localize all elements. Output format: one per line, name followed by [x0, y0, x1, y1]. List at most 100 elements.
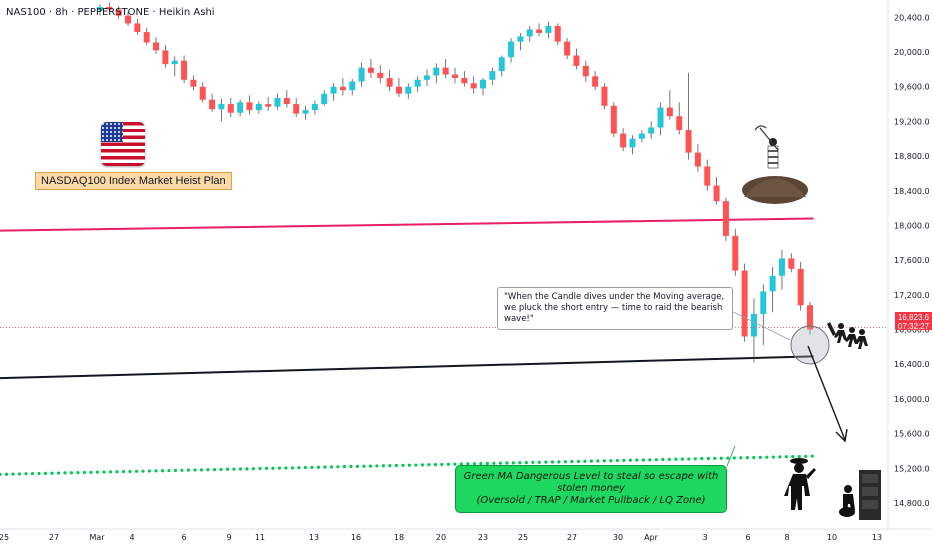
x-tick-label: 27	[49, 533, 59, 542]
y-tick-label: 17,600.0	[894, 256, 930, 265]
candle-body	[498, 57, 505, 72]
target-arrow-head	[835, 428, 848, 443]
thief-digging-icon	[742, 125, 808, 204]
candle	[722, 197, 729, 242]
candle-body	[788, 258, 795, 269]
green-ma-note: Green MA Dangerous Level to steal so esc…	[455, 465, 727, 513]
candle	[274, 93, 281, 111]
candle	[666, 90, 673, 120]
candle	[283, 90, 290, 108]
y-tick-label: 17,200.0	[894, 291, 930, 300]
candle	[769, 267, 776, 313]
candle	[367, 58, 374, 79]
candle	[330, 83, 337, 101]
y-tick-label: 16,400.0	[894, 360, 930, 369]
candle-body	[517, 36, 524, 42]
y-tick-label: 14,800.0	[894, 499, 930, 508]
candle-body	[461, 78, 468, 84]
x-tick-label: 25	[518, 533, 528, 542]
x-tick-label: 25	[0, 533, 9, 542]
candle	[423, 69, 430, 86]
candle-body	[237, 102, 244, 113]
plan-label: NASDAQ100 Index Market Heist Plan	[35, 172, 232, 190]
x-tick-label: 13	[309, 533, 319, 542]
last-price-tag: 16,823.6 07:32:27	[895, 312, 932, 331]
candle	[395, 78, 402, 98]
candle	[433, 63, 440, 84]
strategy-callout: "When the Candle dives under the Moving …	[497, 287, 733, 330]
candle-body	[704, 166, 711, 186]
candle-body	[638, 133, 645, 139]
candle-body	[489, 71, 496, 80]
candle	[750, 298, 757, 363]
candle	[106, 2, 113, 13]
x-tick-label: 18	[394, 533, 404, 542]
candle	[610, 102, 617, 138]
candle-body	[386, 78, 393, 87]
candle-body	[423, 75, 430, 80]
candle-body	[741, 270, 748, 337]
candle	[480, 78, 487, 96]
candle	[629, 135, 636, 155]
x-tick-label: 11	[255, 533, 265, 542]
candles	[97, 2, 813, 363]
candle-body	[648, 127, 655, 134]
candle-body	[265, 104, 272, 107]
candle	[592, 71, 599, 91]
money-rack-icon	[839, 470, 881, 520]
candle	[470, 76, 477, 94]
candle	[255, 101, 262, 114]
candle	[554, 23, 561, 46]
y-axis[interactable]: 14,800.0 15,200.0 15,600.0 16,000.0 16,400.0…	[887, 0, 930, 529]
thieves-running-icon	[827, 322, 868, 349]
candle-body	[349, 81, 356, 91]
last-price-value: 16,823.6	[897, 313, 930, 322]
y-tick-label: 20,000.0	[894, 48, 930, 57]
x-tick-label: 23	[478, 533, 488, 542]
green-note-pointer	[726, 445, 736, 467]
candle	[760, 284, 767, 346]
candle-body	[480, 79, 487, 89]
candle	[181, 55, 188, 84]
candle-body	[190, 79, 197, 87]
candle	[741, 263, 748, 342]
candle-body	[414, 79, 421, 87]
green-note-line1: Green MA Dangerous Level to steal so esc…	[463, 471, 719, 494]
moving-averages	[0, 217, 816, 476]
candle	[526, 26, 533, 42]
candle-body	[554, 26, 561, 42]
candle-body	[134, 23, 141, 33]
x-axis[interactable]: 25 27 Mar 4 6 9 11 13 16 18 20 23 25 27 30 Apr 3 6 8 10 13	[0, 528, 932, 542]
candle-body	[227, 104, 234, 113]
candle	[293, 97, 300, 118]
x-tick-label: Mar	[89, 533, 105, 542]
candle	[115, 6, 122, 20]
candle	[321, 90, 328, 106]
y-tick-label: 15,600.0	[894, 430, 930, 439]
candle-body	[162, 50, 169, 65]
candle-body	[797, 268, 804, 306]
candle-body	[778, 258, 785, 276]
candle	[414, 76, 421, 92]
green-ma-line	[0, 454, 816, 476]
candle-body	[760, 291, 767, 314]
y-tick-label: 16,000.0	[894, 395, 930, 404]
candle	[358, 62, 365, 87]
y-tick-label: 18,800.0	[894, 152, 930, 161]
candle	[190, 75, 197, 91]
y-tick-label: 19,200.0	[894, 117, 930, 126]
x-tick-label: Apr	[644, 533, 659, 542]
candle	[442, 58, 449, 79]
candle	[134, 19, 141, 35]
candle-body	[339, 86, 346, 91]
black-ma-line	[0, 355, 814, 380]
candle	[536, 23, 543, 37]
candle-body	[694, 152, 701, 167]
candle	[153, 37, 160, 54]
candle	[461, 71, 468, 87]
candle-body	[601, 86, 608, 106]
y-tick-label: 18,000.0	[894, 221, 930, 230]
candle-body	[629, 138, 636, 148]
candle-body	[358, 67, 365, 82]
